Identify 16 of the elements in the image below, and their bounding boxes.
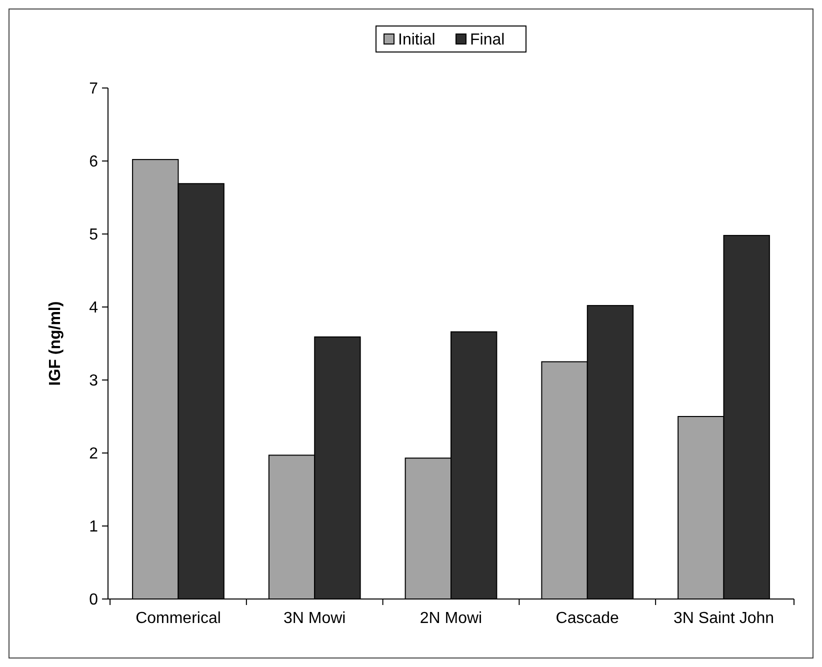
- x-tick-label: Cascade: [556, 610, 620, 627]
- x-tick-label: 2N Mowi: [420, 610, 482, 627]
- y-tick-label: 0: [89, 592, 98, 609]
- x-tick-label: Commerical: [136, 610, 221, 627]
- y-tick-label: 4: [89, 300, 98, 317]
- x-tick-label: 3N Mowi: [284, 610, 346, 627]
- legend-label: Initial: [398, 32, 436, 49]
- y-tick-label: 1: [89, 518, 98, 536]
- y-tick-label: 6: [89, 154, 98, 171]
- y-tick-label: 7: [89, 80, 98, 98]
- y-tick-label: 2: [89, 446, 98, 463]
- y-axis-title: IGF (ng/ml): [47, 301, 64, 386]
- legend-label: Final: [470, 32, 505, 49]
- x-tick-label: 3N Saint John: [674, 610, 774, 627]
- y-tick-label: 5: [89, 226, 98, 244]
- y-tick-label: 3: [89, 372, 98, 390]
